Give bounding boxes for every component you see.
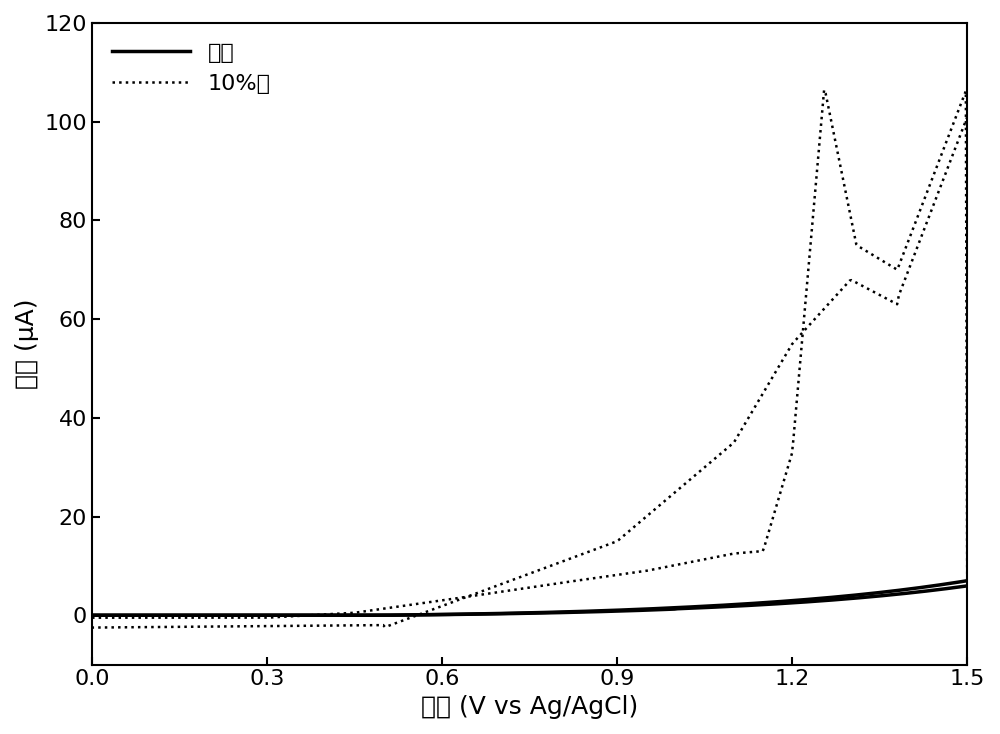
Legend: 无水, 10%水: 无水, 10%水 bbox=[103, 34, 279, 103]
Y-axis label: 电流 (μA): 电流 (μA) bbox=[15, 299, 39, 389]
X-axis label: 电位 (V vs Ag/AgCl): 电位 (V vs Ag/AgCl) bbox=[421, 695, 638, 719]
